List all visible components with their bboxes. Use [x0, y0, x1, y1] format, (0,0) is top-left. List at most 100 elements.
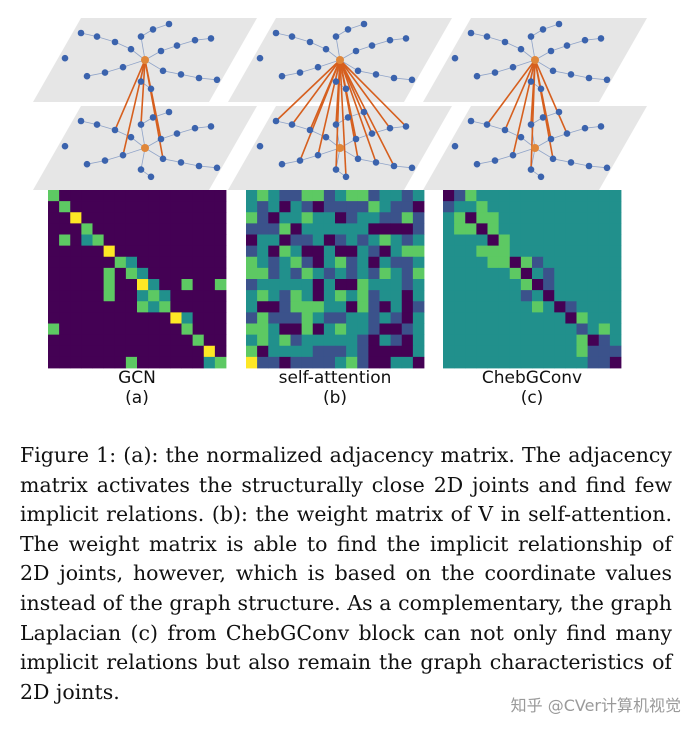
- matrix-2-cell-2-5: [498, 212, 511, 224]
- matrix-1-cell-4-12: [379, 234, 392, 247]
- matrix-1-cell-13-13: [390, 334, 403, 347]
- joint-1-1-16: [332, 121, 340, 128]
- matrix-2-cell-3-9: [543, 223, 555, 235]
- joint-1-1-7: [278, 160, 286, 168]
- joint-2-1-16: [527, 121, 535, 128]
- matrix-2-cell-15-1: [454, 356, 466, 369]
- matrix-0-cell-10-4: [92, 301, 105, 313]
- matrix-2-cell-13-0: [443, 334, 455, 347]
- matrix-1-cell-4-0: [246, 234, 258, 247]
- matrix-1-cell-8-13: [390, 279, 403, 291]
- matrix-2-cell-12-13: [587, 323, 600, 336]
- matrix-2-cell-2-2: [465, 212, 477, 224]
- matrix-1-cell-15-8: [335, 356, 347, 369]
- matrix-1-cell-14-5: [301, 345, 314, 358]
- matrix-1-cell-8-7: [323, 279, 336, 291]
- matrix-0-cell-2-13: [192, 212, 205, 224]
- matrix-1-cell-0-9: [346, 190, 358, 202]
- matrix-1-cell-5-4: [290, 245, 303, 258]
- matrix-1-cell-0-8: [335, 190, 347, 202]
- center-joint-2-0: [531, 56, 539, 64]
- matrix-2-cell-5-1: [454, 245, 466, 258]
- matrix-0-cell-11-14: [203, 312, 216, 324]
- joint-0-1-5: [119, 151, 127, 159]
- matrix-2-cell-3-3: [476, 223, 488, 235]
- matrix-0-cell-7-14: [203, 267, 216, 280]
- matrix-2-cell-13-6: [509, 334, 522, 347]
- matrix-0-cell-14-4: [92, 345, 105, 358]
- joint-0-0-10: [191, 36, 199, 44]
- matrix-1-cell-6-5: [301, 256, 314, 269]
- joint-0-1-13: [177, 159, 185, 166]
- matrix-0-cell-10-3: [81, 301, 93, 313]
- matrix-2-cell-3-13: [587, 223, 600, 235]
- matrix-1-cell-6-6: [312, 256, 325, 269]
- matrix-1-cell-14-1: [257, 345, 269, 358]
- matrix-0-cell-7-7: [125, 267, 138, 280]
- matrix-0-cell-3-2: [70, 223, 82, 235]
- matrix-2-cell-6-2: [465, 256, 477, 269]
- matrix-2-cell-9-0: [443, 290, 455, 302]
- attention-edge-2-5: [530, 59, 536, 170]
- matrix-0-cell-14-14: [203, 345, 216, 358]
- joint-1-0-7: [278, 72, 286, 80]
- matrix-0-cell-2-15: [214, 212, 227, 224]
- matrix-1-cell-12-1: [257, 323, 269, 336]
- joint-0-0-7: [83, 72, 91, 80]
- matrix-2-cell-14-13: [587, 345, 600, 358]
- joint-0-0-1: [127, 45, 135, 53]
- matrix-1-cell-11-8: [335, 312, 347, 324]
- matrix-1-cell-9-11: [368, 290, 380, 302]
- attention-edge-2-6: [486, 59, 536, 126]
- matrix-0-cell-13-14: [203, 334, 216, 347]
- matrix-2-cell-4-6: [509, 234, 522, 247]
- matrix-2-cell-10-9: [543, 301, 555, 313]
- matrix-2-cell-12-2: [465, 323, 477, 336]
- matrix-1-cell-7-15: [412, 267, 425, 280]
- matrix-2-cell-14-7: [520, 345, 533, 358]
- matrix-1-cell-15-5: [301, 356, 314, 369]
- matrix-0-cell-12-12: [181, 323, 194, 336]
- matrix-2-cell-9-4: [487, 290, 500, 302]
- matrix-0-cell-9-5: [103, 290, 116, 302]
- matrix-0-cell-11-3: [81, 312, 93, 324]
- matrix-0-cell-6-8: [137, 256, 149, 269]
- matrix-1-cell-4-8: [335, 234, 347, 247]
- matrix-0-cell-12-14: [203, 323, 216, 336]
- matrix-0-cell-11-5: [103, 312, 116, 324]
- attention-edge-1-9: [299, 59, 341, 161]
- matrix-1-cell-12-11: [368, 323, 380, 336]
- matrix-1-cell-7-3: [279, 267, 291, 280]
- matrix-0-cell-10-9: [148, 301, 160, 313]
- joint-0-1-16: [137, 121, 145, 128]
- matrix-0-cell-0-15: [214, 190, 227, 202]
- matrix-1-cell-3-12: [379, 223, 392, 235]
- matrix-2-cell-6-15: [609, 256, 622, 269]
- joint-0-0-19: [61, 54, 69, 62]
- matrix-1-cell-8-1: [257, 279, 269, 291]
- matrix-0-cell-2-7: [125, 212, 138, 224]
- joint-2-1-12: [549, 155, 557, 163]
- matrix-1-cell-9-10: [357, 290, 369, 302]
- matrix-0-cell-6-2: [70, 256, 82, 269]
- joint-2-0-8: [547, 47, 555, 55]
- matrix-0-cell-14-7: [125, 345, 138, 358]
- joint-0-1-15: [213, 164, 221, 172]
- matrix-1-cell-5-6: [312, 245, 325, 258]
- joint-1-1-6: [296, 157, 304, 164]
- matrix-0-cell-4-12: [181, 234, 194, 247]
- matrix-2-cell-8-10: [554, 279, 566, 291]
- matrix-1-cell-5-1: [257, 245, 269, 258]
- matrix-0-cell-9-11: [170, 290, 182, 302]
- matrix-1-cell-3-6: [312, 223, 325, 235]
- matrix-1-cell-10-14: [401, 301, 414, 313]
- joint-1-0-19: [256, 54, 264, 62]
- matrix-1-cell-4-9: [346, 234, 358, 247]
- matrix-2-cell-8-5: [498, 279, 511, 291]
- matrix-0-cell-6-14: [203, 256, 216, 269]
- matrix-0-cell-8-7: [125, 279, 138, 291]
- matrix-0-cell-2-8: [137, 212, 149, 224]
- matrix-1-cell-13-7: [323, 334, 336, 347]
- matrix-0-cell-3-13: [192, 223, 205, 235]
- matrix-2-cell-14-3: [476, 345, 488, 358]
